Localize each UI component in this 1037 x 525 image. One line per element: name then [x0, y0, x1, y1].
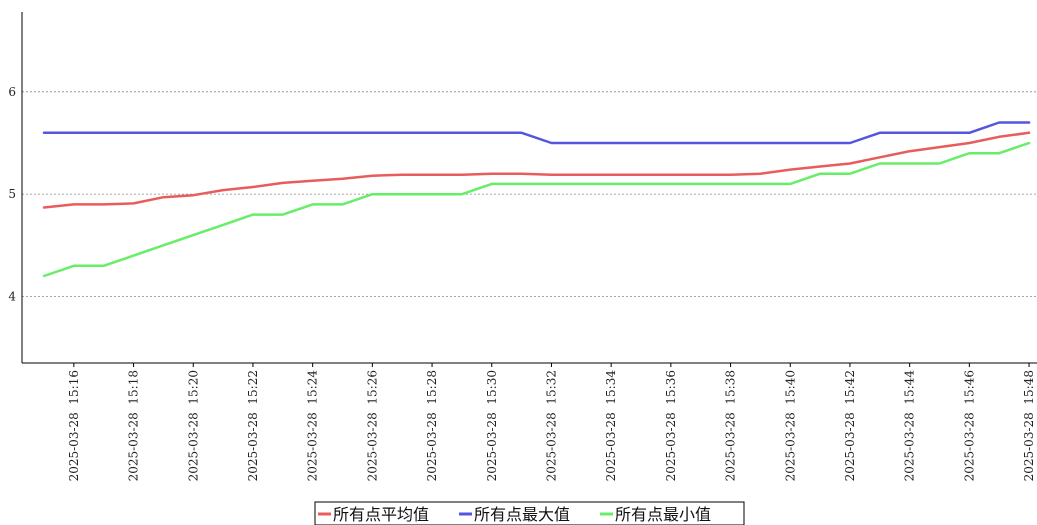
legend-label: 所有点平均值 [333, 505, 429, 524]
legend-label: 所有点最小值 [615, 505, 711, 524]
x-tick-label: 2025-03-28 15:44 [903, 370, 917, 482]
series-line-3 [42, 141, 1031, 278]
x-tick-label: 2025-03-28 15:36 [664, 370, 678, 481]
legend-label: 所有点最大值 [474, 505, 570, 524]
series-line-1 [42, 131, 1031, 209]
x-tick-label: 2025-03-28 15:16 [67, 370, 81, 481]
x-tick-label: 2025-03-28 15:24 [306, 370, 320, 482]
x-tick-label: 2025-03-28 15:42 [843, 370, 857, 481]
x-tick-label: 2025-03-28 15:34 [604, 370, 618, 482]
x-tick-label: 2025-03-28 15:28 [425, 370, 439, 481]
x-tick-label: 2025-03-28 15:20 [186, 370, 200, 481]
axes [21, 12, 1037, 364]
x-tick-labels: 2025-03-28 15:16 2025-03-28 15:18 2025-03-… [67, 363, 1036, 481]
x-tick-label: 2025-03-28 15:32 [544, 370, 558, 481]
series-line-2 [42, 121, 1031, 145]
series-lines [42, 121, 1031, 278]
x-tick-label: 2025-03-28 15:48 [1022, 370, 1036, 481]
legend-box [314, 501, 745, 525]
y-tick-label: 5 [8, 187, 16, 201]
gridlines [22, 91, 1037, 297]
y-tick-label: 4 [8, 289, 16, 303]
legend: 所有点平均值 所有点最大值 所有点最小值 [314, 501, 745, 525]
x-tick-label: 2025-03-28 15:46 [962, 370, 976, 481]
x-tick-label: 2025-03-28 15:30 [485, 370, 499, 481]
x-tick-label: 2025-03-28 15:38 [724, 370, 738, 481]
x-tick-label: 2025-03-28 15:26 [365, 370, 379, 481]
y-tick-labels: 4 5 6 [8, 85, 16, 304]
x-tick-label: 2025-03-28 15:18 [127, 370, 141, 481]
x-tick-label: 2025-03-28 15:22 [246, 370, 260, 481]
x-tick-label: 2025-03-28 15:40 [783, 370, 797, 481]
y-tick-label: 6 [8, 85, 16, 99]
